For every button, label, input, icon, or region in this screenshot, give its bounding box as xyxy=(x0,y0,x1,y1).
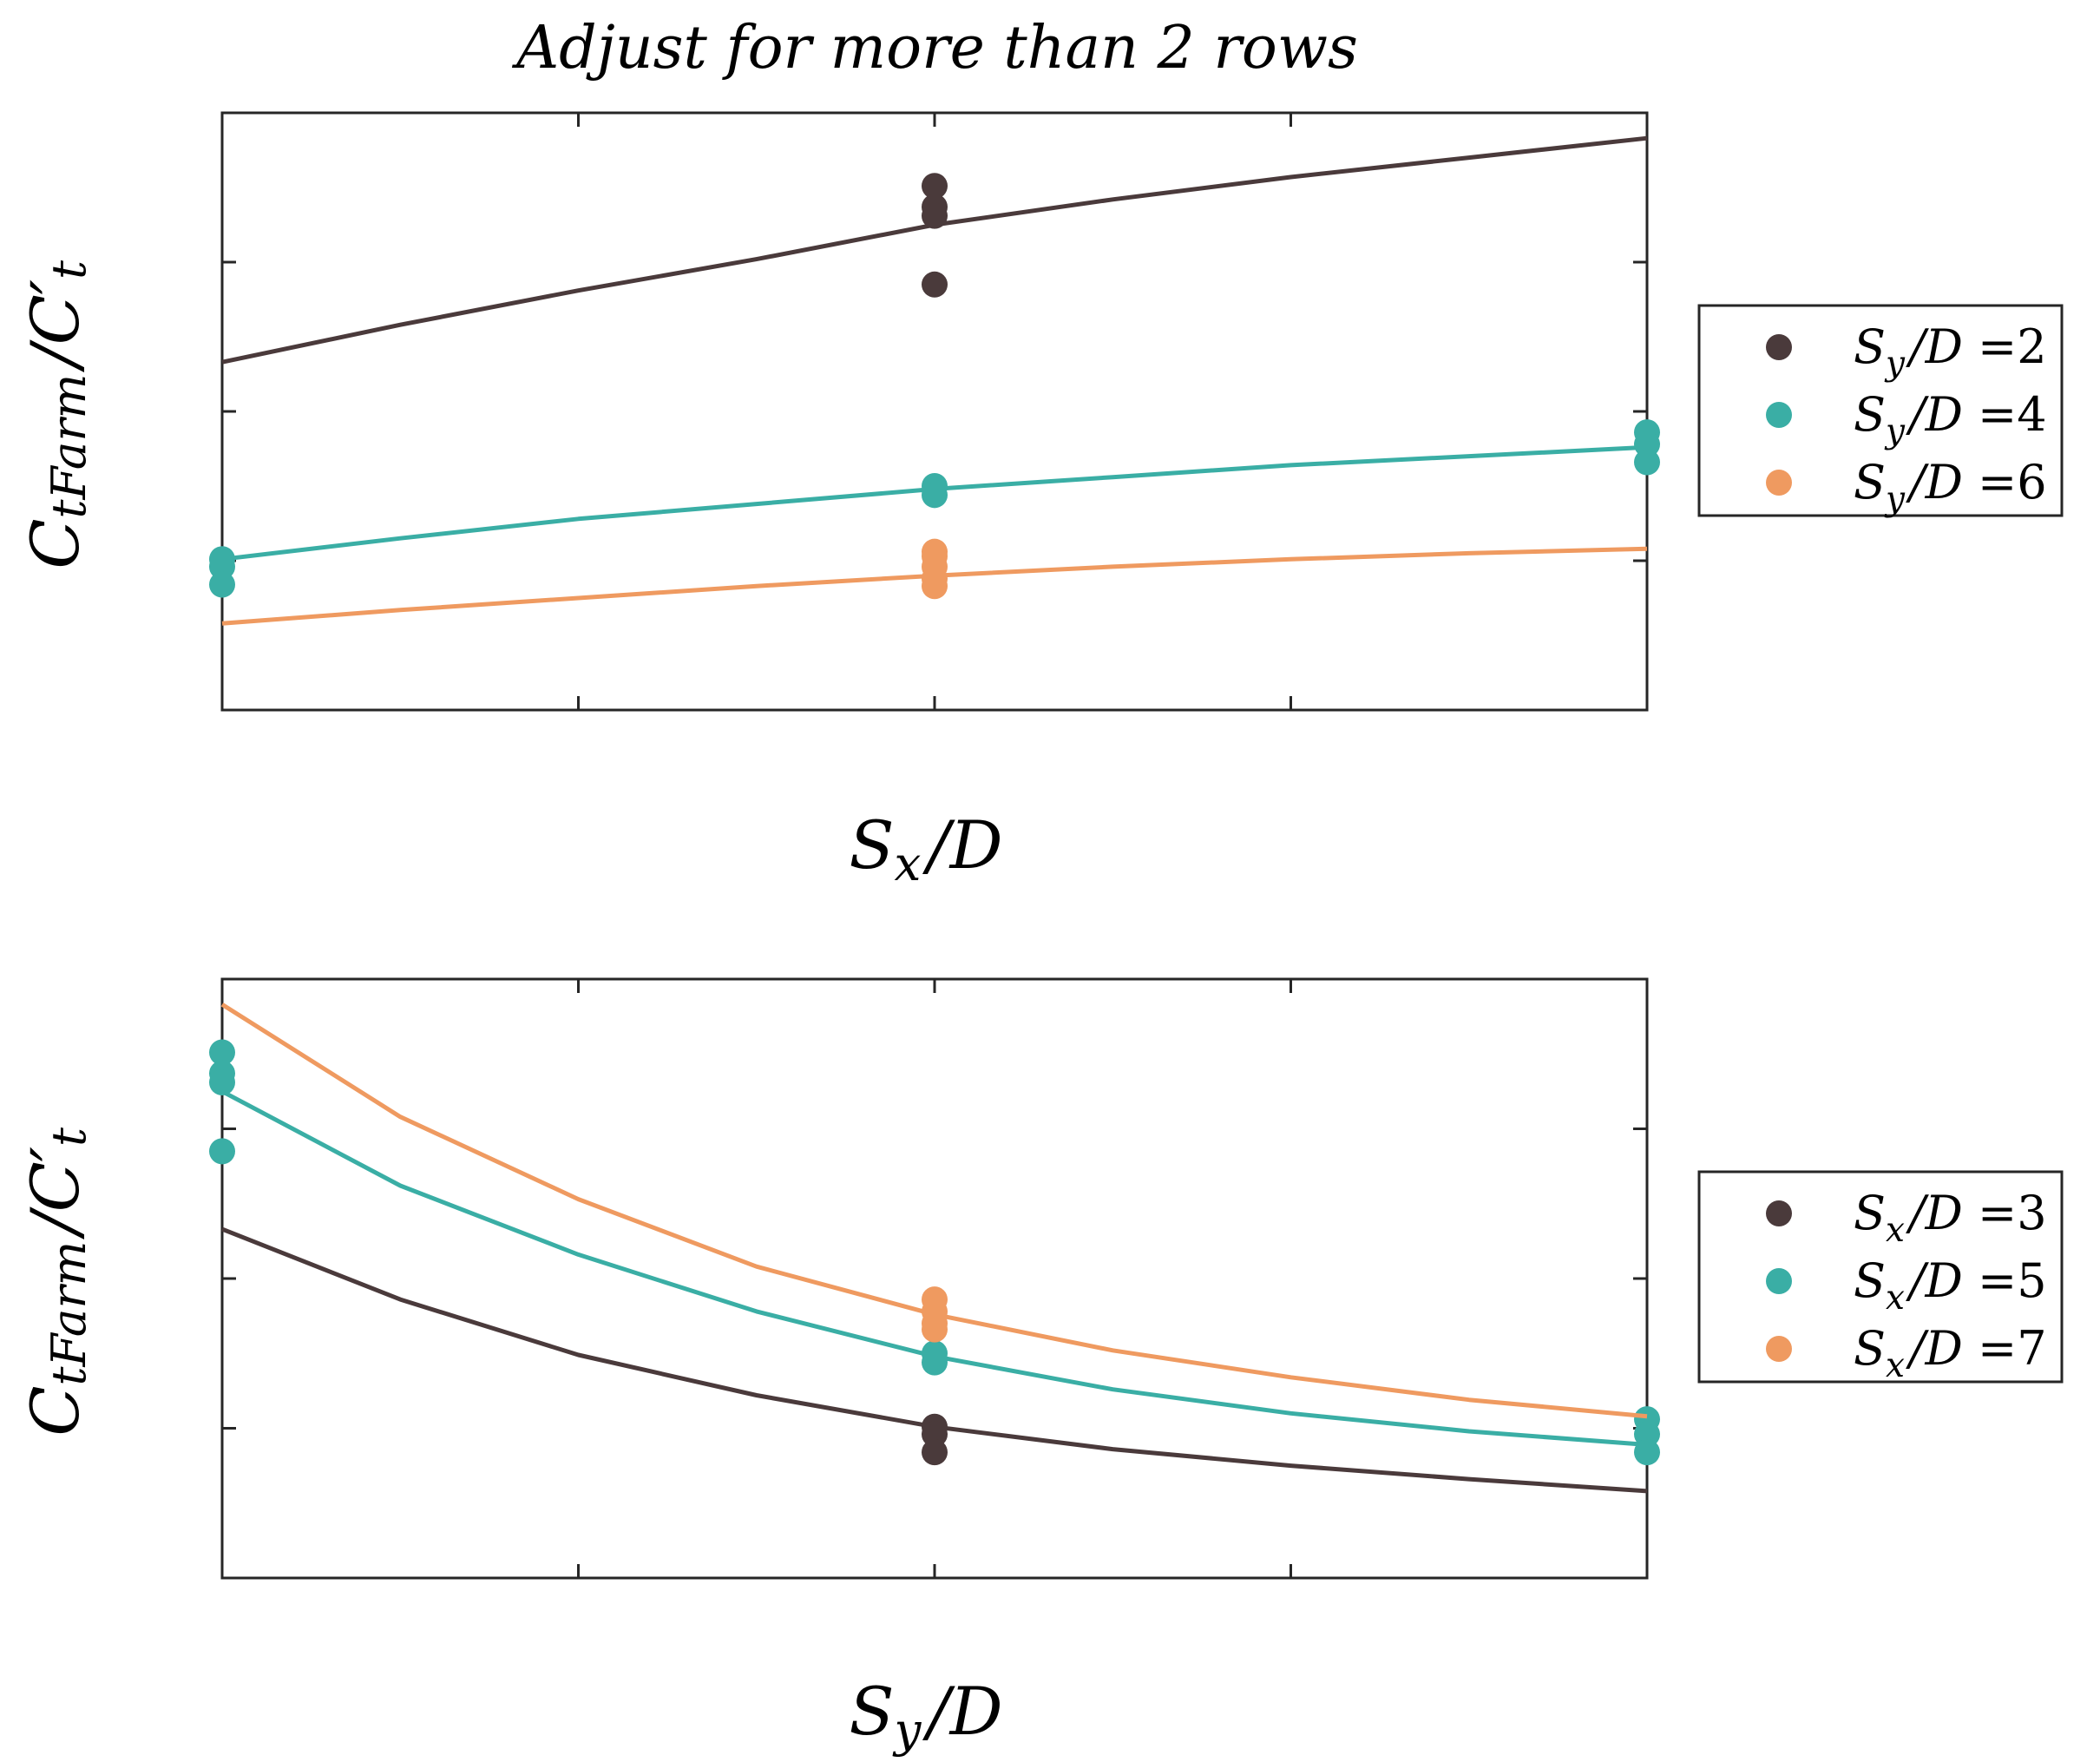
legend-box xyxy=(1697,304,2064,517)
legend-marker-1 xyxy=(1766,334,1792,360)
panel-a: Sx /D CtFarm /C′t Sy /D =2Sy /D =4Sy /D =… xyxy=(16,111,2064,891)
x-axis-title: Sy /D xyxy=(849,1673,1002,1758)
legend-entry-2: Sx /D =5 xyxy=(1854,1253,2047,1318)
data-point-series-2 xyxy=(1634,449,1660,476)
legend-marker-2 xyxy=(1766,402,1792,428)
data-point-series-2 xyxy=(209,1039,235,1066)
data-point-series-1 xyxy=(922,271,948,298)
data-point-series-1 xyxy=(922,1421,948,1448)
data-point-series-3 xyxy=(922,573,948,600)
data-point-series-2 xyxy=(209,1069,235,1096)
data-point-series-3 xyxy=(922,1316,948,1343)
legend-entry-3: Sx /D =7 xyxy=(1854,1321,2047,1385)
data-point-series-2 xyxy=(1634,431,1660,457)
data-point-series-2 xyxy=(209,1138,235,1165)
figure-title: Adjust for more than 2 rows xyxy=(511,14,1358,82)
x-axis-title: Sx /D xyxy=(849,806,1002,891)
legend-marker-2 xyxy=(1766,1268,1792,1294)
legend-entry-3: Sy /D =6 xyxy=(1854,455,2047,519)
data-point-series-2 xyxy=(922,482,948,509)
panel-b: Sy /D CtFarm /C′t Sx /D =3Sx /D =5Sx /D =… xyxy=(16,977,2064,1758)
data-point-series-2 xyxy=(209,571,235,598)
data-point-series-2 xyxy=(922,1349,948,1376)
legend-marker-3 xyxy=(1766,1336,1792,1362)
legend-entry-1: Sy /D =2 xyxy=(1854,319,2047,384)
data-point-series-1 xyxy=(922,1439,948,1466)
legend-entry-1: Sx /D =3 xyxy=(1854,1186,2047,1250)
y-axis-title: CtFarm /C′t xyxy=(16,253,96,569)
fit-curve-2 xyxy=(220,1089,1648,1447)
data-point-series-2 xyxy=(1634,1439,1660,1466)
legend-entry-2: Sy /D =4 xyxy=(1854,387,2047,451)
data-point-series-2 xyxy=(209,553,235,580)
data-point-series-1 xyxy=(922,202,948,229)
data-point-series-2 xyxy=(1634,1421,1660,1448)
fit-curve-1 xyxy=(221,135,1648,365)
legend-0: Sy /D =2Sy /D =4Sy /D =6 xyxy=(1697,304,2064,519)
y-axis-title: CtFarm /C′t xyxy=(16,1121,96,1436)
legend-marker-1 xyxy=(1766,1200,1792,1226)
legend-1: Sx /D =3Sx /D =5Sx /D =7 xyxy=(1697,1170,2064,1385)
legend-box xyxy=(1697,1170,2064,1384)
axes-box-1 xyxy=(220,977,1649,1580)
legend-marker-3 xyxy=(1766,470,1792,496)
data-point-series-1 xyxy=(922,173,948,200)
